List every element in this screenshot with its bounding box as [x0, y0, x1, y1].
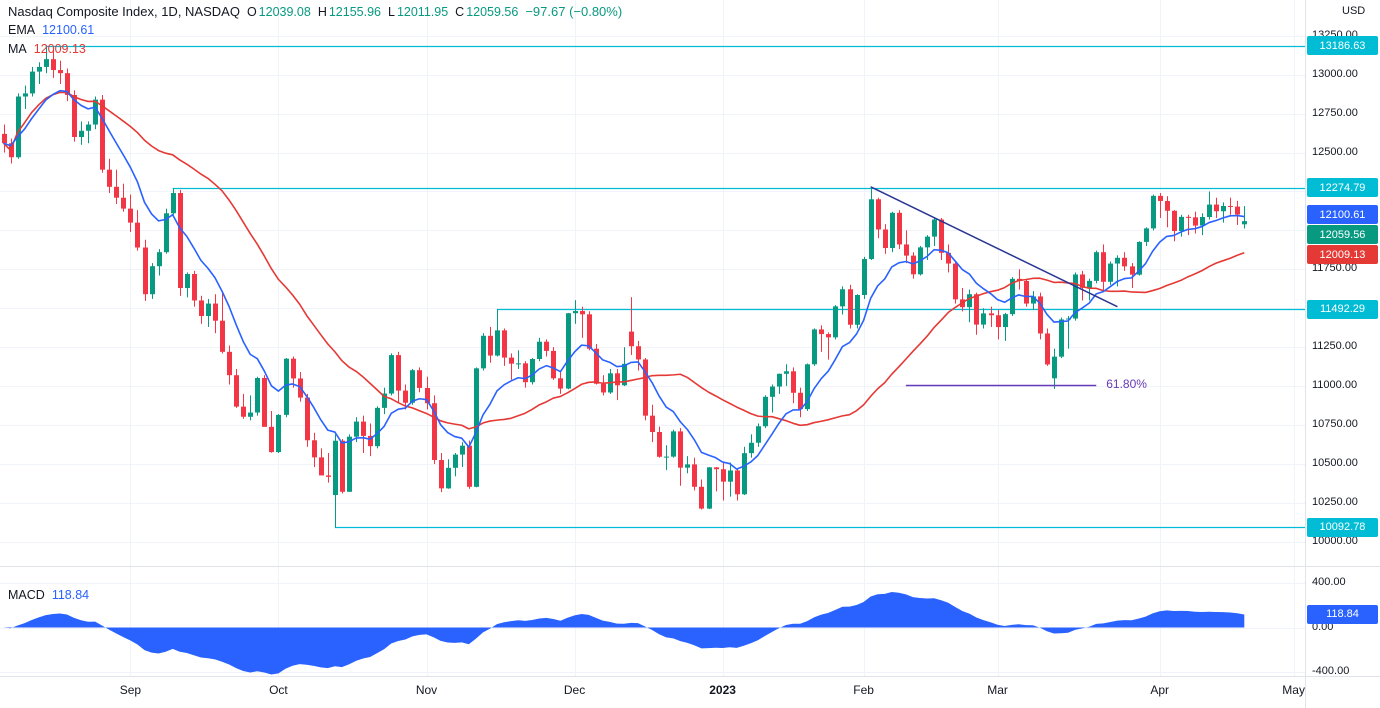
- price-tick: 10000.00: [1312, 534, 1358, 547]
- month-label-Mar: Mar: [987, 683, 1008, 697]
- price-tick: 10750.00: [1312, 418, 1358, 430]
- price-tick: 10500.00: [1312, 456, 1358, 469]
- price-badge-11492.29: 11492.29: [1307, 299, 1378, 319]
- price-tick: 11750.00: [1312, 262, 1358, 275]
- open-pair: O 12039.08: [247, 5, 311, 19]
- fib-level-label: 61.80%: [1106, 377, 1147, 392]
- high-value: 12155.96: [328, 5, 381, 19]
- symbol-legend-row[interactable]: Nasdaq Composite Index, 1D, NASDAQ O 120…: [8, 4, 622, 23]
- price-tick: 11000.00: [1312, 379, 1358, 392]
- low-value: 12011.95: [396, 5, 449, 19]
- price-badge-12274.79: 12274.79: [1307, 178, 1378, 198]
- currency-label: USD: [1342, 5, 1366, 17]
- time-axis[interactable]: Sep Oct Nov Dec 2023 Feb Mar Apr May: [0, 676, 1380, 708]
- close-value: 12059.56: [466, 5, 519, 19]
- legend: Nasdaq Composite Index, 1D, NASDAQ O 120…: [8, 4, 622, 61]
- price-tick: 13000.00: [1312, 67, 1358, 80]
- price-badge-13186.63: 13186.63: [1307, 36, 1378, 56]
- macd-value: 118.84: [51, 588, 90, 602]
- month-label-May: May: [1282, 683, 1305, 697]
- macd-tick: 400.00: [1312, 576, 1346, 588]
- price-badge-12009.13: 12009.13: [1307, 245, 1378, 265]
- low-pair: L 12011.95: [388, 5, 448, 19]
- price-axis[interactable]: 13250.00 13000.00 12750.00 12500.00 11750.00…: [1305, 0, 1380, 708]
- month-label-Oct: Oct: [269, 683, 288, 697]
- ema-value: 12100.61: [42, 23, 95, 37]
- ma-label: MA: [8, 42, 27, 56]
- high-label: H: [317, 5, 327, 19]
- ma-value: 12009.13: [33, 42, 86, 56]
- close-pair: C 12059.56: [455, 5, 518, 19]
- month-label-Feb: Feb: [853, 683, 874, 697]
- ma-legend-row[interactable]: MA 12009.13: [8, 42, 622, 61]
- month-label-Dec: Dec: [563, 683, 586, 697]
- change-value: −97.67 (−0.80%): [525, 4, 623, 19]
- macd-tick: -400.00: [1312, 665, 1350, 677]
- symbol-title: Nasdaq Composite Index, 1D, NASDAQ: [8, 4, 240, 19]
- high-pair: H 12155.96: [318, 5, 381, 19]
- price-tick: 10250.00: [1312, 495, 1358, 508]
- price-badge-12059.56: 12059.56: [1307, 225, 1378, 245]
- month-label-Apr: Apr: [1150, 683, 1170, 697]
- price-tick: 12500.00: [1312, 145, 1358, 158]
- close-label: C: [455, 5, 465, 19]
- price-badge-12100.61: 12100.61: [1307, 205, 1378, 225]
- ema-legend-row[interactable]: EMA 12100.61: [8, 23, 622, 42]
- month-label-Nov: Nov: [415, 683, 438, 697]
- price-badge-10092.78: 10092.78: [1307, 517, 1378, 537]
- macd-badge: 118.84: [1307, 604, 1378, 624]
- open-label: O: [246, 5, 257, 19]
- ema-label: EMA: [8, 23, 36, 37]
- low-label: L: [387, 5, 395, 19]
- macd-label: MACD: [8, 588, 45, 602]
- month-label-Sep: Sep: [119, 683, 142, 697]
- open-value: 12039.08: [258, 5, 311, 19]
- price-tick: 12750.00: [1312, 106, 1358, 119]
- price-tick: 11250.00: [1312, 340, 1358, 353]
- month-label-2023: 2023: [709, 683, 736, 697]
- macd-legend-row[interactable]: MACD 118.84: [8, 588, 89, 602]
